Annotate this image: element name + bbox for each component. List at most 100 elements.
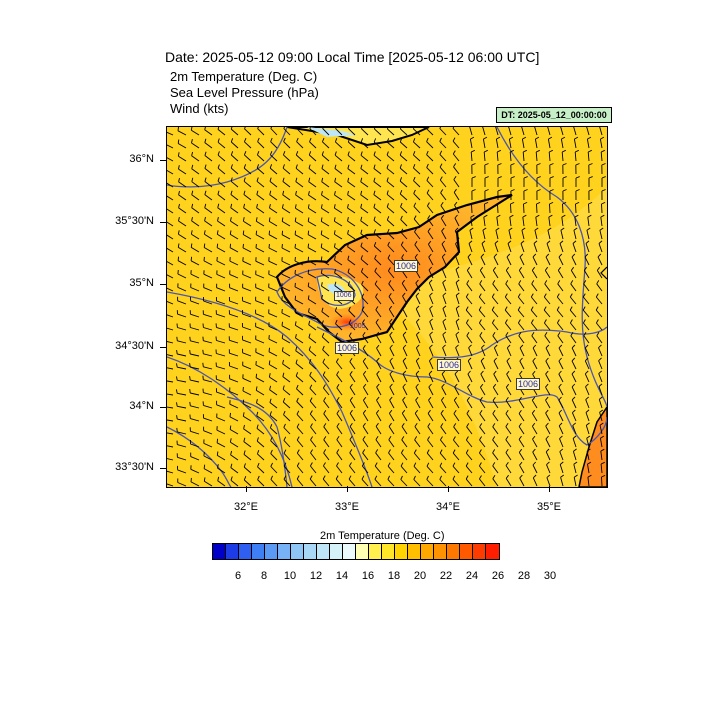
wind-barb-flag bbox=[601, 201, 606, 205]
wind-barb-flag bbox=[440, 202, 444, 206]
wind-barb bbox=[469, 127, 473, 136]
wind-barb-flag bbox=[507, 240, 512, 244]
wind-barb-flag bbox=[497, 149, 501, 153]
wind-barb bbox=[295, 324, 304, 331]
wind-barb bbox=[361, 271, 369, 279]
wind-barb bbox=[596, 270, 603, 279]
wind-barb-flag bbox=[307, 282, 310, 287]
wind-barb-flag bbox=[548, 214, 553, 218]
wind-barb-flag bbox=[242, 412, 245, 417]
wind-barb-flag bbox=[588, 189, 593, 192]
wind-barb bbox=[348, 310, 356, 318]
wind-barb bbox=[548, 217, 551, 227]
wind-barb-flag bbox=[416, 331, 420, 336]
wind-barb-flag bbox=[523, 189, 528, 192]
wind-barb-flag bbox=[508, 227, 513, 231]
wind-barb-flag bbox=[399, 164, 402, 169]
wind-barb-flag bbox=[479, 410, 483, 414]
wind-barb bbox=[454, 386, 460, 396]
wind-barb bbox=[177, 353, 187, 357]
wind-barb bbox=[426, 465, 434, 474]
wind-barb bbox=[440, 218, 447, 227]
wind-barb bbox=[599, 127, 603, 136]
wind-barb-flag bbox=[295, 151, 299, 156]
wind-barb-flag bbox=[426, 189, 430, 194]
wind-barb bbox=[573, 230, 577, 240]
wind-barb bbox=[242, 352, 252, 357]
wind-barb bbox=[167, 458, 174, 461]
wind-barb-flag bbox=[518, 332, 522, 336]
wind-barb bbox=[518, 439, 525, 448]
wind-barb-flag bbox=[402, 396, 406, 401]
wind-barb bbox=[347, 259, 356, 266]
wind-barb-flag bbox=[505, 449, 509, 453]
wind-barb-flag bbox=[399, 151, 403, 156]
wind-barb-flag bbox=[191, 164, 194, 169]
wind-barb bbox=[269, 181, 278, 188]
wind-barb bbox=[492, 439, 499, 448]
wind-barb bbox=[216, 378, 226, 383]
wind-barb bbox=[522, 151, 525, 162]
wind-barb-flag bbox=[295, 190, 297, 196]
wind-barb bbox=[310, 452, 317, 461]
wind-barb bbox=[307, 221, 317, 227]
lat-label: 34°N bbox=[129, 400, 154, 412]
wind-barb-flag bbox=[256, 411, 259, 416]
wind-barb-flag bbox=[257, 137, 260, 142]
wind-barb-flag bbox=[388, 293, 392, 297]
wind-barb bbox=[167, 314, 174, 318]
wind-barb bbox=[177, 300, 187, 305]
wind-barb bbox=[360, 141, 369, 149]
wind-barb-flag bbox=[375, 318, 379, 323]
wind-barb-flag bbox=[558, 344, 563, 349]
wind-barb-flag bbox=[601, 149, 605, 153]
wind-barb-flag bbox=[546, 461, 550, 466]
wind-barb-flag bbox=[531, 319, 534, 324]
wind-barb-flag bbox=[505, 436, 509, 440]
wind-barb-flag bbox=[334, 256, 336, 261]
wind-barb-flag bbox=[281, 230, 284, 235]
wind-barb-flag bbox=[268, 373, 271, 378]
colorbar-label: 10 bbox=[283, 570, 297, 582]
wind-barb bbox=[427, 413, 434, 422]
wind-barb-flag bbox=[243, 137, 247, 142]
wind-barb-flag bbox=[400, 202, 403, 207]
wind-barb-flag bbox=[518, 422, 522, 427]
wind-barb-flag bbox=[323, 397, 327, 402]
wind-barb bbox=[363, 400, 369, 409]
wind-barb bbox=[570, 322, 577, 331]
wind-barb-flag bbox=[282, 372, 285, 377]
wind-barb-flag bbox=[441, 227, 445, 232]
wind-barb bbox=[362, 322, 369, 331]
wind-barb bbox=[269, 414, 278, 422]
wind-barb bbox=[531, 335, 538, 344]
wind-barb bbox=[321, 336, 330, 344]
wind-barb-flag bbox=[496, 136, 501, 140]
wind-barb bbox=[283, 414, 291, 422]
wind-barb-flag bbox=[310, 462, 313, 467]
wind-barb bbox=[373, 181, 382, 188]
wind-barb bbox=[454, 230, 460, 240]
wind-barb-flag bbox=[505, 462, 509, 466]
wind-barb-flag bbox=[270, 436, 273, 441]
wind-barb-flag bbox=[569, 293, 573, 298]
wind-barb bbox=[532, 360, 538, 370]
wind-barb-flag bbox=[374, 254, 377, 259]
wind-barb bbox=[360, 258, 369, 266]
wind-barb bbox=[509, 151, 512, 162]
wind-barb bbox=[203, 366, 213, 370]
wind-barb bbox=[336, 400, 343, 409]
wind-barb bbox=[560, 230, 564, 240]
wind-barb-flag bbox=[574, 136, 579, 140]
wind-barb bbox=[518, 270, 525, 279]
wind-barb-flag bbox=[230, 138, 234, 143]
wind-barb bbox=[334, 194, 343, 201]
wind-barb bbox=[167, 157, 174, 162]
wind-barb-flag bbox=[506, 357, 510, 362]
wind-barb bbox=[203, 430, 213, 435]
wind-barb bbox=[586, 438, 590, 448]
wind-barb-flag bbox=[347, 138, 351, 143]
wind-barb-flag bbox=[585, 396, 590, 400]
wind-barb bbox=[204, 181, 213, 188]
wind-barb-flag bbox=[176, 376, 178, 381]
